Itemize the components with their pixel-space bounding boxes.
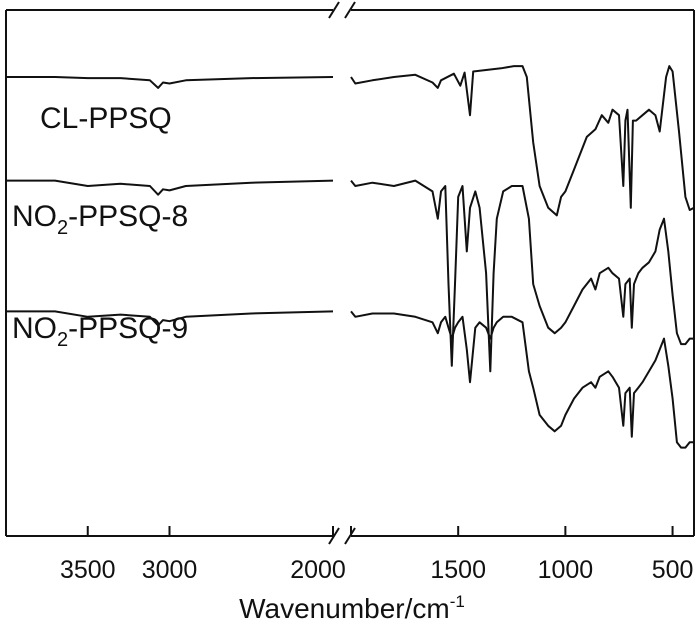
x-axis-title: Wavenumber/cm-1 — [239, 592, 465, 624]
series-lines — [6, 65, 695, 449]
x-tick-label-1500: 1500 — [430, 556, 486, 584]
x-tick-label-2000: 2000 — [290, 556, 346, 584]
axis-break-top — [328, 1, 356, 19]
series-line-1-right — [350, 179, 694, 373]
x-ticks — [86, 526, 674, 536]
series-line-2-left — [6, 310, 334, 327]
series-line-0-left — [6, 76, 334, 89]
series-label-no2-ppsq-9: NO2-PPSQ-9 — [12, 312, 188, 351]
x-tick-label-3000: 3000 — [142, 556, 198, 584]
x-tick-labels: 3500 3000 2000 1500 1000 500 — [60, 556, 693, 584]
series-line-1-left — [6, 179, 334, 196]
x-tick-label-1000: 1000 — [538, 556, 594, 584]
series-line-0-right — [350, 65, 695, 217]
x-tick-label-500: 500 — [652, 556, 694, 584]
series-label-cl-ppsq: CL-PPSQ — [40, 102, 172, 135]
x-tick-label-3500: 3500 — [60, 556, 116, 584]
series-label-no2-ppsq-8: NO2-PPSQ-8 — [12, 200, 188, 239]
series-line-2-right — [350, 310, 694, 449]
